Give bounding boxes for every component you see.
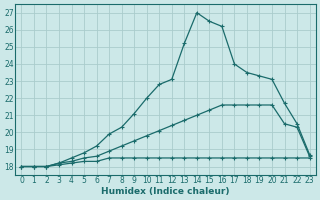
X-axis label: Humidex (Indice chaleur): Humidex (Indice chaleur): [101, 187, 230, 196]
